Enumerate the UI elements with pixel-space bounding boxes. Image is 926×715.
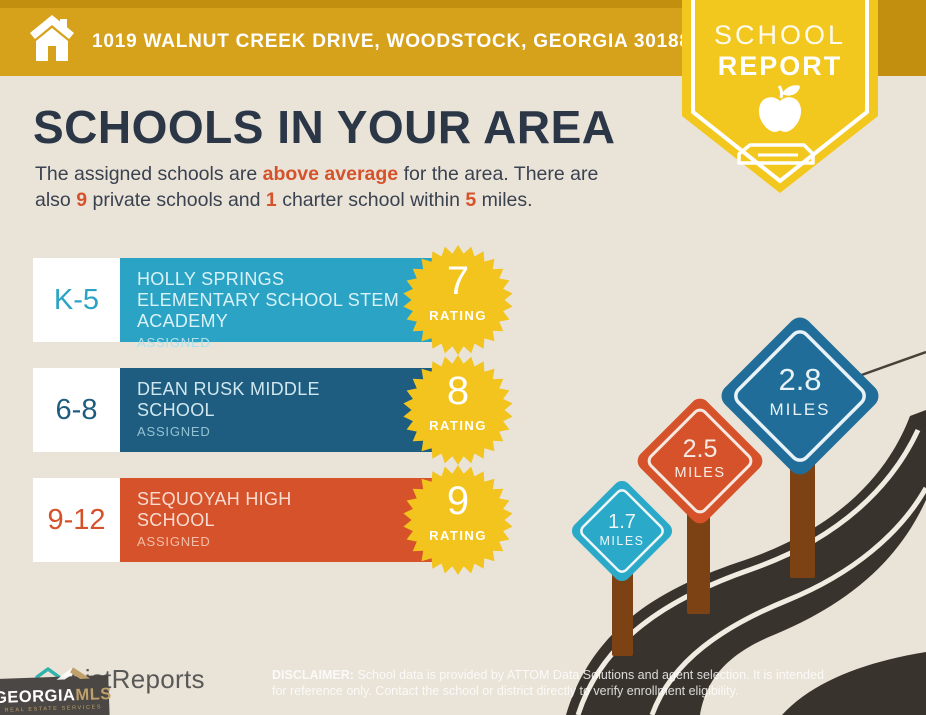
grade-range: 6-8 — [33, 368, 120, 452]
sign-distance: 1.7 — [608, 511, 636, 533]
disclaimer-label: DISCLAIMER: — [272, 668, 354, 682]
rating-badge: 9 RATING — [402, 464, 514, 576]
school-name: DEAN RUSK MIDDLE SCHOOL — [137, 379, 320, 420]
distance-sign-elementary: 1.7 MILES — [571, 480, 673, 582]
school-bar: SEQUOYAH HIGH SCHOOL ASSIGNED — [120, 478, 433, 562]
distance-sign-middle: 2.5 MILES — [637, 398, 763, 524]
sign-diamond — [721, 317, 879, 475]
sign-post — [687, 512, 710, 614]
georgia-text: GEORGIA — [0, 686, 76, 708]
rating-value: 9 — [446, 479, 470, 523]
rating-value: 7 — [446, 259, 470, 303]
school-name: SEQUOYAH HIGH SCHOOL — [137, 489, 292, 530]
rating-value: 8 — [446, 369, 470, 413]
rating-label: RATING — [429, 418, 487, 433]
sign-border — [647, 408, 753, 514]
school-status: ASSIGNED — [137, 534, 211, 549]
rating-label: RATING — [429, 528, 487, 543]
sign-distance: 2.5 — [683, 435, 718, 463]
sign-unit: MILES — [674, 465, 725, 481]
disclaimer-text: DISCLAIMER: School data is provided by A… — [272, 667, 828, 699]
distance-sign-high: 2.8 MILES — [721, 317, 879, 475]
intro-paragraph: The assigned schools are above average f… — [35, 163, 599, 211]
sign-diamond — [571, 480, 673, 582]
rating-badge: 7 RATING — [402, 244, 514, 356]
road-shape — [566, 410, 926, 715]
badge-title-report: REPORT — [717, 51, 843, 81]
school-list: K-5 HOLLY SPRINGS ELEMENTARY SCHOOL STEM… — [33, 245, 563, 588]
sign-distance: 2.8 — [778, 362, 821, 397]
sign-unit: MILES — [769, 400, 830, 419]
sign-border — [734, 330, 866, 462]
school-bar: HOLLY SPRINGS ELEMENTARY SCHOOL STEM ACA… — [120, 258, 433, 350]
grade-range: K-5 — [33, 258, 120, 342]
badge-graphic — [682, 0, 878, 193]
sign-post — [612, 568, 633, 656]
sign-unit: MILES — [599, 534, 644, 548]
apple-book-icon — [737, 85, 815, 165]
page-title: SCHOOLS IN YOUR AREA — [33, 101, 616, 153]
grade-range: 9-12 — [33, 478, 120, 562]
header-bar: 1019 WALNUT CREEK DRIVE, WOODSTOCK, GEOR… — [0, 0, 926, 76]
road-corner-shape — [782, 652, 926, 715]
disclaimer-body: School data is provided by ATTOM Data So… — [272, 668, 824, 698]
school-card-middle: 6-8 DEAN RUSK MIDDLE SCHOOL ASSIGNED 8 R… — [33, 355, 563, 465]
school-status: ASSIGNED — [137, 424, 211, 439]
school-bar: DEAN RUSK MIDDLE SCHOOL ASSIGNED — [120, 368, 433, 452]
school-status: ASSIGNED — [137, 335, 211, 350]
georgia-mls-roof-icon — [56, 667, 91, 680]
horizon-line — [855, 350, 926, 379]
rating-badge: 8 RATING — [402, 354, 514, 466]
sign-border — [580, 489, 664, 573]
home-icon — [30, 15, 74, 61]
school-name: HOLLY SPRINGS ELEMENTARY SCHOOL STEM ACA… — [137, 269, 399, 331]
sign-post — [790, 460, 815, 578]
header-top-strip — [0, 0, 926, 8]
rating-label: RATING — [429, 308, 487, 323]
property-address: 1019 WALNUT CREEK DRIVE, WOODSTOCK, GEOR… — [92, 31, 691, 52]
school-report-badge: SCHOOL REPORT — [682, 0, 878, 196]
badge-title-school: SCHOOL — [713, 20, 847, 50]
road-lane-line — [649, 486, 926, 715]
header-right-block — [878, 0, 926, 76]
sign-diamond — [637, 398, 763, 524]
school-card-elementary: K-5 HOLLY SPRINGS ELEMENTARY SCHOOL STEM… — [33, 245, 563, 355]
school-card-high: 9-12 SEQUOYAH HIGH SCHOOL ASSIGNED 9 RAT… — [33, 465, 563, 575]
georgia-mls-logo: GEORGIAMLS REAL ESTATE SERVICES — [0, 667, 113, 715]
mls-text: MLS — [75, 684, 113, 705]
